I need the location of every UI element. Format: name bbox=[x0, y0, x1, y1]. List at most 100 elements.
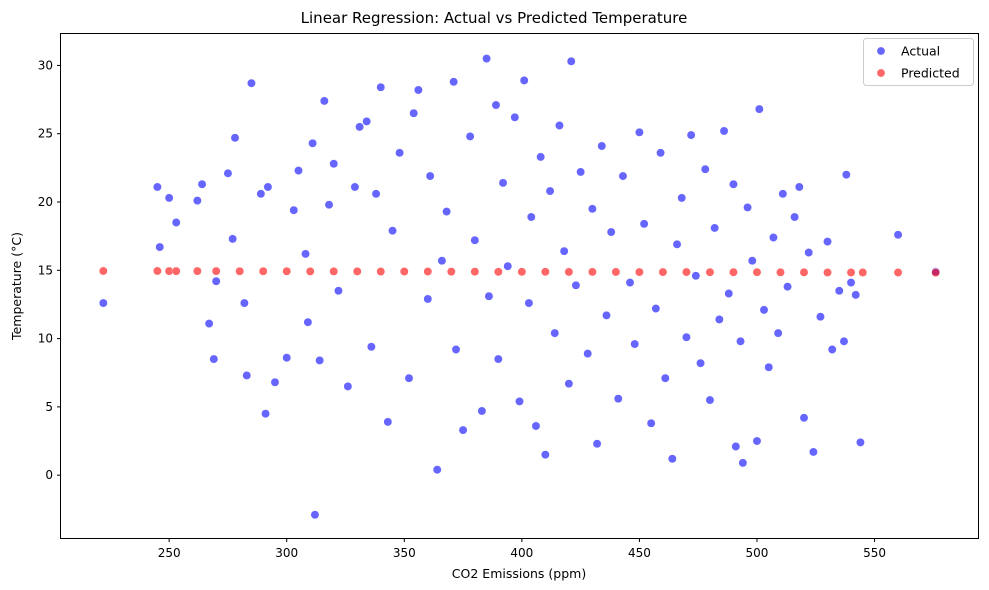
predicted-point bbox=[776, 267, 785, 277]
actual-point bbox=[350, 182, 360, 192]
actual-point bbox=[482, 54, 492, 64]
actual-point bbox=[839, 336, 849, 346]
actual-point bbox=[395, 148, 405, 158]
actual-point bbox=[442, 207, 452, 217]
actual-point bbox=[672, 239, 682, 249]
actual-point bbox=[768, 233, 778, 242]
x-tick-label: 550 bbox=[863, 546, 886, 560]
actual-point bbox=[700, 164, 710, 174]
series-actual bbox=[98, 54, 941, 520]
actual-point bbox=[545, 186, 555, 196]
actual-point bbox=[566, 56, 576, 66]
actual-point bbox=[710, 223, 720, 233]
y-tick-label: 20 bbox=[38, 195, 53, 209]
actual-point bbox=[209, 354, 219, 364]
actual-point bbox=[230, 133, 240, 143]
actual-point bbox=[519, 75, 529, 85]
legend-marker-actual bbox=[876, 46, 886, 56]
actual-point bbox=[192, 196, 202, 206]
predicted-point bbox=[211, 266, 221, 276]
actual-point bbox=[465, 131, 475, 141]
actual-point bbox=[343, 381, 353, 391]
actual-point bbox=[425, 171, 435, 181]
actual-point bbox=[834, 286, 844, 296]
actual-point bbox=[256, 189, 266, 199]
actual-point bbox=[197, 179, 207, 189]
actual-point bbox=[531, 421, 541, 431]
predicted-point bbox=[446, 267, 456, 277]
y-tick-label: 5 bbox=[45, 400, 53, 414]
predicted-point bbox=[705, 267, 715, 277]
actual-point bbox=[686, 130, 696, 140]
actual-point bbox=[677, 193, 687, 203]
actual-point bbox=[827, 345, 837, 354]
actual-point bbox=[324, 200, 334, 210]
actual-point bbox=[759, 305, 769, 315]
actual-point bbox=[823, 237, 832, 247]
actual-point bbox=[851, 290, 861, 300]
actual-point bbox=[310, 510, 320, 520]
predicted-point bbox=[470, 267, 480, 277]
actual-point bbox=[613, 394, 623, 404]
actual-point bbox=[211, 276, 221, 286]
actual-point bbox=[282, 353, 292, 363]
predicted-point bbox=[564, 267, 574, 277]
actual-point bbox=[602, 310, 611, 320]
predicted-point bbox=[611, 267, 621, 277]
actual-point bbox=[366, 342, 376, 352]
actual-point bbox=[893, 230, 903, 240]
actual-point bbox=[754, 104, 764, 114]
actual-point bbox=[223, 168, 233, 178]
actual-point bbox=[752, 436, 762, 446]
predicted-point bbox=[729, 267, 738, 277]
predicted-point bbox=[517, 267, 527, 277]
x-axis: 250 300 350 400 450 500 550 bbox=[158, 538, 886, 560]
actual-point bbox=[171, 218, 181, 227]
predicted-point bbox=[376, 267, 386, 276]
actual-point bbox=[555, 121, 564, 130]
actual-point bbox=[263, 182, 273, 192]
predicted-point bbox=[858, 268, 868, 277]
actual-point bbox=[470, 235, 480, 245]
y-tick-label: 10 bbox=[38, 332, 53, 346]
x-tick-label: 300 bbox=[275, 546, 298, 560]
actual-point bbox=[583, 349, 593, 359]
points-layer bbox=[98, 54, 941, 520]
actual-point bbox=[413, 85, 423, 95]
actual-point bbox=[724, 289, 734, 298]
actual-point bbox=[747, 256, 757, 266]
actual-point bbox=[477, 406, 487, 416]
actual-point bbox=[738, 458, 748, 468]
actual-point bbox=[493, 354, 503, 364]
actual-point bbox=[731, 442, 741, 451]
actual-point bbox=[526, 212, 536, 222]
actual-point bbox=[790, 212, 800, 222]
predicted-point bbox=[258, 266, 268, 276]
legend-label-actual: Actual bbox=[901, 44, 940, 59]
actual-point bbox=[634, 127, 644, 137]
actual-point bbox=[432, 465, 442, 475]
y-tick-label: 30 bbox=[38, 58, 53, 72]
predicted-point bbox=[799, 267, 809, 277]
x-tick-label: 250 bbox=[158, 546, 181, 560]
actual-point bbox=[646, 418, 656, 428]
actual-point bbox=[371, 189, 381, 199]
actual-point bbox=[719, 126, 729, 136]
y-tick-label: 15 bbox=[38, 263, 53, 277]
actual-point bbox=[423, 294, 433, 304]
series-predicted bbox=[98, 266, 941, 278]
y-axis: 0 5 10 15 20 25 30 bbox=[38, 58, 61, 482]
actual-point bbox=[437, 256, 447, 266]
actual-point bbox=[239, 298, 249, 308]
actual-point bbox=[515, 396, 524, 406]
actual-point bbox=[409, 108, 419, 118]
actual-point bbox=[729, 179, 738, 189]
x-tick-label: 500 bbox=[746, 546, 769, 560]
actual-point bbox=[625, 278, 635, 288]
actual-point bbox=[510, 112, 520, 122]
legend-label-predicted: Predicted bbox=[901, 66, 960, 81]
actual-point bbox=[303, 317, 313, 327]
predicted-point bbox=[493, 267, 503, 277]
actual-point bbox=[491, 100, 501, 110]
